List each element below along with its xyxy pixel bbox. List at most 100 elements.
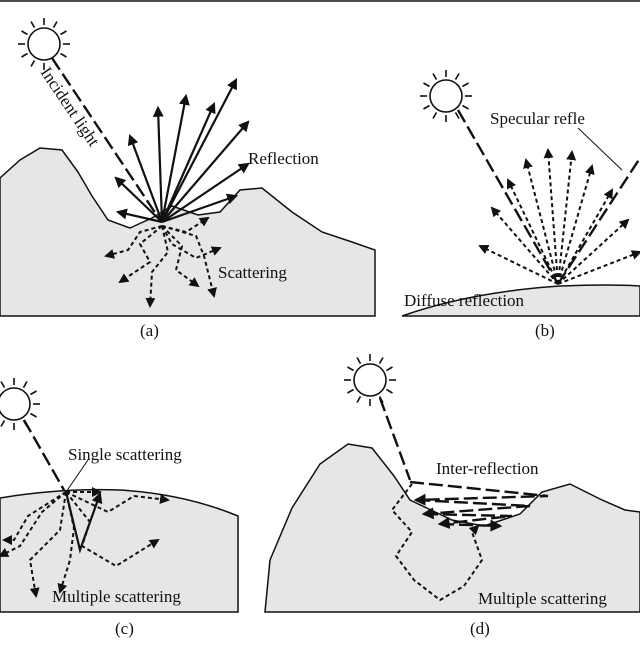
panel-d-surface [264,443,640,613]
panel-b-surface [401,284,640,317]
panel-d: Inter-reflection Multiple scattering (d) [264,354,640,638]
reflection-ray [161,120,250,223]
sun-ray [462,82,469,88]
diffuse-ray [478,245,559,285]
inter-reflection-ray [423,512,513,529]
reflection-ray [160,93,190,223]
sun-ray [30,21,36,28]
sun-ray [30,390,37,396]
scattering-path [28,491,67,598]
diffuse-ray [506,178,559,285]
panel-d-caption: (d) [470,619,490,638]
diffuse-ray [557,250,640,285]
scattering-ray [161,216,210,234]
sun-ray [454,112,460,119]
reflection-ray [161,193,239,224]
sun-ray [60,52,67,58]
scattering-path [65,491,170,514]
diffuse-ray [490,206,559,285]
sun-icon [0,378,40,430]
sun-ray [347,388,354,394]
reflection-ray [114,176,163,223]
sun-ray [30,60,36,67]
reflection-rays [114,78,250,224]
scattering-ray [161,225,222,260]
inter-reflection-label: Inter-reflection [436,459,539,478]
sun-ray [22,381,28,388]
reflection-ray [115,208,163,224]
inter-reflection-ray [409,480,549,506]
diffuse-ray [543,148,559,285]
sun-ray [356,396,362,403]
reflection-label: Reflection [248,149,319,168]
panel-b-caption: (b) [535,321,555,340]
inter-reflection-ray [415,498,531,520]
sun-disc [429,79,463,113]
sun-disc [0,387,31,421]
reflection-ray [152,105,164,223]
scattering-label: Scattering [218,263,287,282]
sun-icon [18,18,70,70]
sun-ray [52,21,58,28]
sun-ray [21,52,28,58]
scattering-path [0,491,67,557]
sun-ray [432,112,438,119]
sun-ray [423,82,430,88]
reflection-ray [127,133,164,223]
sun-ray [378,357,384,364]
diffuse-ray [557,164,595,285]
multiple-scattering-label: Multiple scattering [478,589,607,608]
panel-a: Incident light Reflection Scattering (a) [0,18,376,340]
specular-ray [556,157,640,285]
reflection-ray [161,162,250,223]
scattering-ray [161,225,200,288]
diffuse-ray [523,158,559,285]
sun-ray [0,420,6,427]
incident-ray [51,57,161,221]
panel-c-caption: (c) [115,619,134,638]
panel-c-surface [0,488,239,613]
multiple-scattering-label: Multiple scattering [52,587,181,606]
sun-disc [27,27,61,61]
reflection-ray [160,101,216,223]
scattering-paths [0,487,170,598]
sun-ray [386,388,393,394]
sun-ray [0,381,6,388]
diffuse-ray [557,218,630,285]
sun-ray [30,412,37,418]
panel-b: Specular refle Diffuse reflection (b) [401,70,640,340]
reflection-ray [161,78,238,223]
scattering-ray [118,225,163,284]
sun-ray [386,366,393,372]
diffuse-reflection-label: Diffuse reflection [404,291,525,310]
sun-icon [420,70,472,122]
single-scattering-leader [65,459,89,493]
diffuse-ray [557,150,577,285]
sun-ray [356,357,362,364]
single-scattering-ray [64,491,103,554]
panel-c: Single scattering Multiple scattering (c… [0,378,239,638]
scattering-path [2,491,67,545]
sun-ray [454,73,460,80]
diffuse-reflection-rays [478,148,640,285]
specular-leader [577,127,623,171]
specular-reflection-label: Specular refle [490,109,585,128]
incident-ray [456,109,560,285]
panel-a-surface [0,147,376,317]
incident-ray [378,397,412,481]
sun-ray [347,366,354,372]
sun-ray [21,30,28,36]
sun-ray [423,104,430,110]
scattering-path [57,491,76,594]
sun-disc [353,363,387,397]
panel-a-caption: (a) [140,321,159,340]
sun-ray [432,73,438,80]
scattering-rays [104,216,222,308]
sun-ray [462,104,469,110]
incident-ray [22,419,66,491]
incident-light-label: Incident light [37,64,104,150]
sun-icon [344,354,396,406]
single-scattering-label: Single scattering [68,445,182,464]
